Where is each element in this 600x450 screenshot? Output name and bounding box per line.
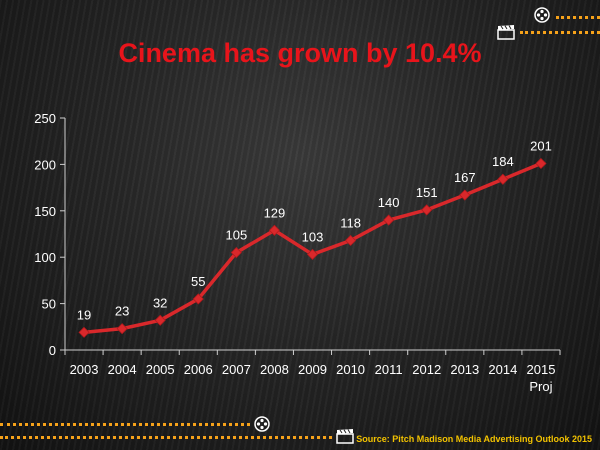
data-label: 167 [454, 170, 476, 185]
data-label: 103 [302, 229, 324, 244]
data-point [497, 173, 509, 185]
data-label: 19 [77, 307, 91, 322]
y-tick-label: 50 [42, 297, 56, 312]
data-label: 55 [191, 274, 205, 289]
data-point [383, 214, 395, 226]
data-label: 184 [492, 154, 514, 169]
film-reel-icon [254, 416, 270, 432]
data-label: 23 [115, 304, 129, 319]
data-label: 105 [225, 228, 247, 243]
data-point [154, 314, 166, 326]
dotted-line-bottom-1 [0, 423, 250, 426]
x-tick-label: 2009 [298, 362, 327, 377]
data-label: 201 [530, 138, 552, 153]
data-point [535, 157, 547, 170]
x-tick-label: 2011 [375, 362, 403, 377]
data-label: 140 [378, 195, 400, 210]
y-tick-label: 0 [49, 343, 56, 358]
y-tick-label: 100 [34, 250, 56, 265]
clapperboard-icon [336, 429, 354, 444]
data-label: 32 [153, 295, 167, 310]
x-tick-label: 2003 [70, 362, 99, 377]
data-point [268, 224, 280, 236]
dotted-line-bottom-2 [0, 436, 332, 439]
line-chart: 0 50 100 150 200 250 2003 2004 2005 2006 2007 2008 2… [34, 111, 561, 394]
data-label: 118 [340, 215, 361, 230]
data-point [192, 293, 204, 305]
film-reel-icon [534, 7, 550, 23]
data-point [78, 326, 90, 338]
y-tick-label: 150 [34, 204, 56, 219]
x-tick-label: 2014 [488, 362, 517, 377]
dotted-line-top-2 [520, 31, 600, 34]
data-label: 129 [264, 205, 286, 220]
x-tick-label: 2015 Proj [527, 362, 556, 394]
data-point [230, 246, 242, 259]
x-tick-label: 2005 [146, 362, 175, 377]
data-point [345, 234, 357, 247]
dotted-line-top-1 [556, 16, 600, 19]
data-point [421, 204, 433, 216]
x-tick-label: 2008 [260, 362, 289, 377]
x-tick-label: 2012 [412, 362, 441, 377]
x-tick-label: 2006 [184, 362, 213, 377]
x-tick-label: 2007 [222, 362, 251, 377]
data-point [459, 189, 471, 201]
y-tick-label: 200 [34, 157, 56, 172]
data-point [116, 323, 128, 335]
x-tick-label: 2010 [336, 362, 365, 377]
chart-title: Cinema has grown by 10.4% [118, 38, 482, 68]
source-note: Source: Pitch Madison Media Advertising … [356, 434, 592, 444]
data-label: 151 [416, 185, 438, 200]
y-tick-label: 250 [34, 111, 56, 126]
clapperboard-icon [497, 25, 515, 40]
x-tick-label: 2013 [450, 362, 479, 377]
data-point [306, 248, 319, 260]
x-tick-label: 2004 [108, 362, 137, 377]
